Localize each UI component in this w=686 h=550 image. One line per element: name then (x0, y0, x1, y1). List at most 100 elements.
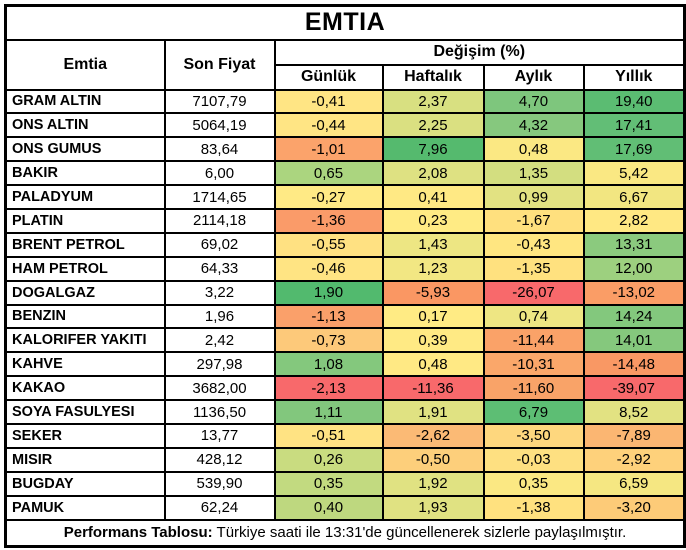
change-daily-value: -0,44 (273, 112, 384, 139)
table-row: KAKAO 3682,00 -2,13 -11,36 -11,60 -39,07 (4, 375, 686, 402)
change-yearly-value: 17,69 (582, 136, 686, 163)
column-header-change-group: Değişim (%) (273, 38, 686, 66)
change-weekly-value: 0,17 (381, 303, 485, 330)
commodity-table: EMTIA Emtia Son Fiyat Değişim (%) Günlük… (4, 4, 686, 549)
commodity-name: MISIR (4, 446, 166, 473)
commodity-name: BUGDAY (4, 470, 166, 497)
change-monthly-value: 1,35 (482, 160, 585, 187)
commodity-name: HAM PETROL (4, 255, 166, 282)
last-price-value: 428,12 (163, 446, 276, 473)
table-row: MISIR 428,12 0,26 -0,50 -0,03 -2,92 (4, 446, 686, 473)
change-monthly-value: -0,03 (482, 446, 585, 473)
change-yearly-value: 5,42 (582, 160, 686, 187)
table-row: BENZIN 1,96 -1,13 0,17 0,74 14,24 (4, 303, 686, 330)
table-row: KALORIFER YAKITI 2,42 -0,73 0,39 -11,44 14,01 (4, 327, 686, 354)
change-weekly-value: 1,23 (381, 255, 485, 282)
last-price-value: 5064,19 (163, 112, 276, 139)
change-yearly-value: 14,24 (582, 303, 686, 330)
change-daily-value: -1,01 (273, 136, 384, 163)
change-monthly-value: 6,79 (482, 399, 585, 425)
change-daily-value: 1,90 (273, 279, 384, 306)
table-row: PLATIN 2114,18 -1,36 0,23 -1,67 2,82 (4, 207, 686, 234)
table-body: GRAM ALTIN 7107,79 -0,41 2,37 4,70 19,40 ONS A… (4, 88, 686, 521)
group-header-row: Emtia Son Fiyat Değişim (%) (4, 38, 686, 91)
change-monthly-value: -3,50 (482, 422, 585, 449)
commodity-name: KALORIFER YAKITI (4, 327, 166, 354)
commodity-name: BENZIN (4, 303, 166, 330)
change-daily-value: -1,13 (273, 303, 384, 330)
table-row: ONS GUMUS 83,64 -1,01 7,96 0,48 17,69 (4, 136, 686, 163)
period-header-row: Günlük Haftalık Aylık Yıllık (6, 63, 686, 91)
change-weekly-value: -5,93 (381, 279, 485, 306)
change-yearly-value: 19,40 (582, 88, 686, 115)
last-price-value: 64,33 (163, 255, 276, 282)
change-monthly-value: -10,31 (482, 351, 585, 378)
last-price-value: 83,64 (163, 136, 276, 163)
change-yearly-value: 2,82 (582, 207, 686, 234)
table-row: SEKER 13,77 -0,51 -2,62 -3,50 -7,89 (4, 422, 686, 449)
table-row: PALADYUM 1714,65 -0,27 0,41 0,99 6,67 (4, 184, 686, 210)
table-row: BRENT PETROL 69,02 -0,55 1,43 -0,43 13,31 (4, 231, 686, 258)
change-weekly-value: -11,36 (381, 375, 485, 402)
table-title-row: EMTIA (4, 4, 686, 41)
change-monthly-value: 0,74 (482, 303, 585, 330)
change-weekly-value: 7,96 (381, 136, 485, 163)
change-yearly-value: 14,01 (582, 327, 686, 354)
last-price-value: 3,22 (163, 279, 276, 306)
footer-note: Performans Tablosu: Türkiye saati ile 13… (4, 518, 686, 548)
change-weekly-value: -0,50 (381, 446, 485, 473)
change-daily-value: 1,08 (273, 351, 384, 378)
last-price-value: 1714,65 (163, 184, 276, 210)
last-price-value: 1136,50 (163, 399, 276, 425)
change-monthly-value: 4,70 (482, 88, 585, 115)
change-daily-value: -0,27 (273, 184, 384, 210)
last-price-value: 3682,00 (163, 375, 276, 402)
table-row: KAHVE 297,98 1,08 0,48 -10,31 -14,48 (4, 351, 686, 378)
commodity-name: KAKAO (4, 375, 166, 402)
change-monthly-value: -11,44 (482, 327, 585, 354)
change-yearly-value: 12,00 (582, 255, 686, 282)
commodity-name: SEKER (4, 422, 166, 449)
change-monthly-value: -1,38 (482, 494, 585, 521)
column-header-last-price: Son Fiyat (163, 38, 276, 91)
commodity-name: PAMUK (4, 494, 166, 521)
change-weekly-value: 2,37 (381, 88, 485, 115)
table-row: DOGALGAZ 3,22 1,90 -5,93 -26,07 -13,02 (4, 279, 686, 306)
table-row: PAMUK 62,24 0,40 1,93 -1,38 -3,20 (4, 494, 686, 521)
change-daily-value: 1,11 (273, 399, 384, 425)
change-monthly-value: -26,07 (482, 279, 585, 306)
last-price-value: 297,98 (163, 351, 276, 378)
change-weekly-value: 2,25 (381, 112, 485, 139)
column-header-commodity: Emtia (4, 38, 166, 91)
change-yearly-value: -14,48 (582, 351, 686, 378)
commodity-name: ONS ALTIN (4, 112, 166, 139)
change-weekly-value: -2,62 (381, 422, 485, 449)
change-monthly-value: -0,43 (482, 231, 585, 258)
commodity-name: BAKIR (4, 160, 166, 187)
table-row: BUGDAY 539,90 0,35 1,92 0,35 6,59 (4, 470, 686, 497)
change-yearly-value: 6,59 (582, 470, 686, 497)
commodity-name: KAHVE (4, 351, 166, 378)
commodity-name: GRAM ALTIN (4, 88, 166, 115)
change-weekly-value: 0,41 (381, 184, 485, 210)
change-monthly-value: -1,67 (482, 207, 585, 234)
change-monthly-value: 0,48 (482, 136, 585, 163)
change-yearly-value: -7,89 (582, 422, 686, 449)
change-daily-value: -0,46 (273, 255, 384, 282)
column-header-weekly: Haftalık (381, 63, 485, 91)
change-daily-value: 0,65 (273, 160, 384, 187)
change-yearly-value: 8,52 (582, 399, 686, 425)
commodity-name: SOYA FASULYESI (4, 399, 166, 425)
change-weekly-value: 1,93 (381, 494, 485, 521)
change-weekly-value: 2,08 (381, 160, 485, 187)
column-header-yearly: Yıllık (582, 63, 686, 91)
change-monthly-value: 0,99 (482, 184, 585, 210)
last-price-value: 69,02 (163, 231, 276, 258)
change-daily-value: -0,55 (273, 231, 384, 258)
change-daily-value: -1,36 (273, 207, 384, 234)
last-price-value: 539,90 (163, 470, 276, 497)
footer-row: Performans Tablosu: Türkiye saati ile 13… (4, 518, 686, 548)
commodity-name: DOGALGAZ (4, 279, 166, 306)
change-weekly-value: 1,92 (381, 470, 485, 497)
change-monthly-value: 0,35 (482, 470, 585, 497)
